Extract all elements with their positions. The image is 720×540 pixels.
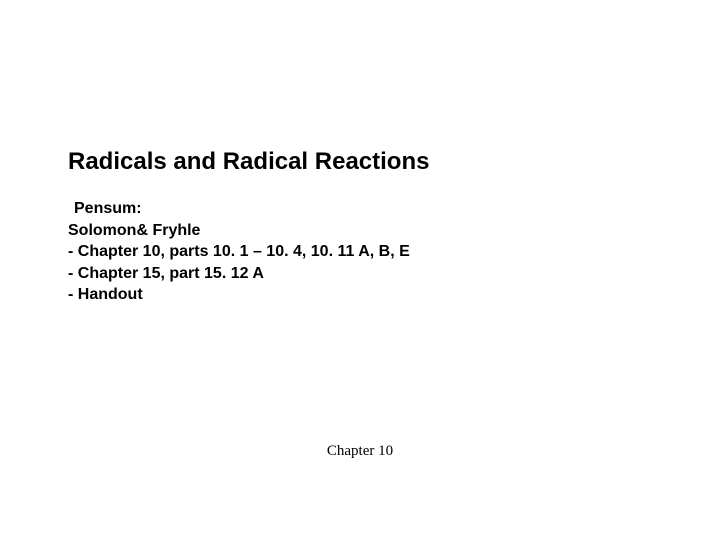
textbook-line: Solomon& Fryhle [68, 220, 720, 242]
chapter-10-line: - Chapter 10, parts 10. 1 – 10. 4, 10. 1… [68, 241, 720, 263]
footer-text: Chapter 10 [0, 443, 720, 460]
body-text: Pensum: Solomon& Fryhle - Chapter 10, pa… [68, 198, 720, 306]
chapter-15-line: - Chapter 15, part 15. 12 A [68, 263, 720, 285]
handout-line: - Handout [68, 284, 720, 306]
slide-content: Radicals and Radical Reactions Pensum: S… [0, 0, 720, 306]
page-title: Radicals and Radical Reactions [68, 148, 720, 176]
pensum-label: Pensum: [68, 198, 720, 220]
